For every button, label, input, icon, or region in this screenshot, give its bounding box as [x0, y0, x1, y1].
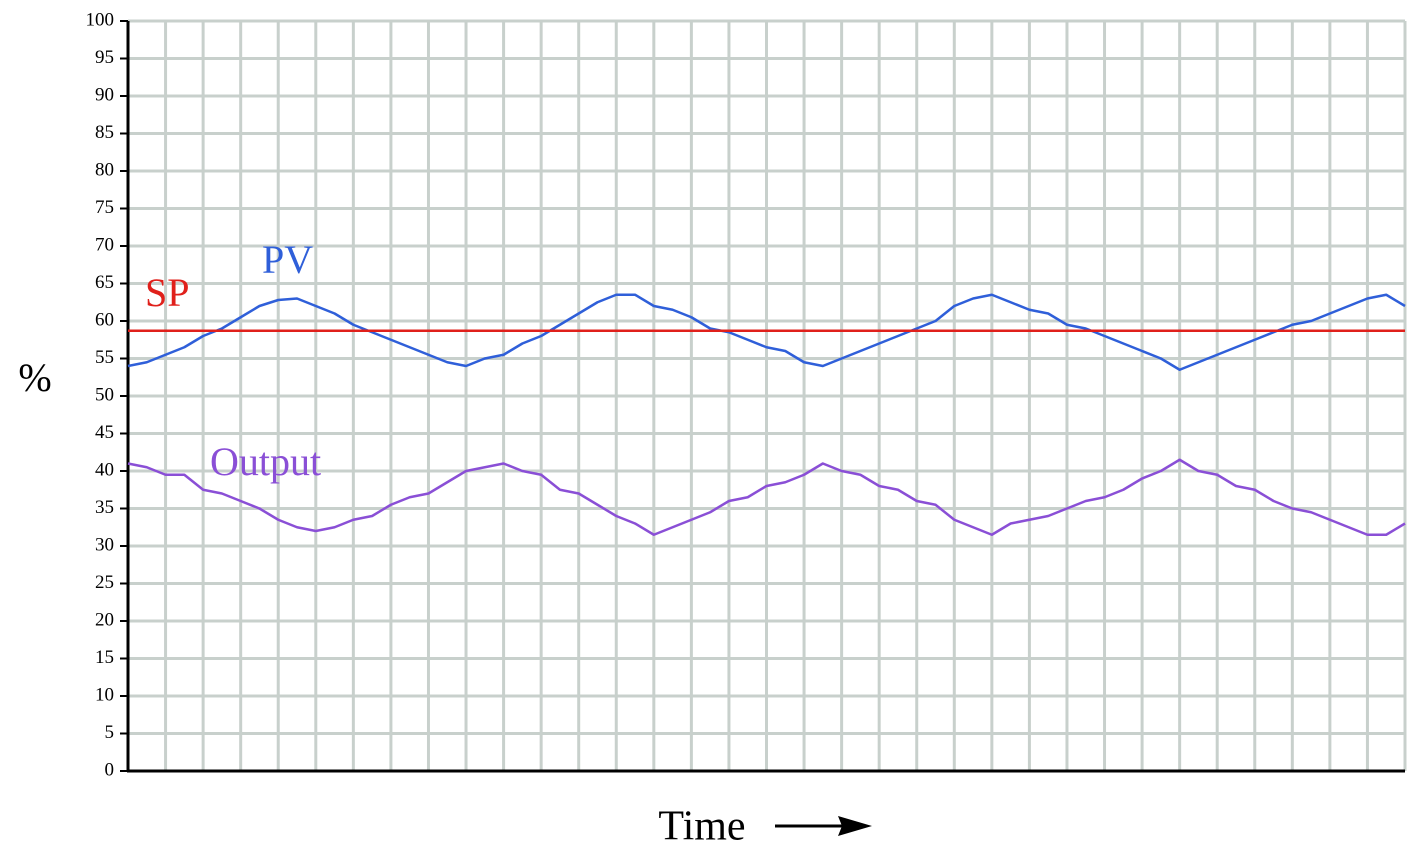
y-tick-label: 45	[95, 422, 114, 443]
y-tick-label: 100	[86, 9, 115, 30]
y-tick-label: 0	[105, 759, 115, 780]
y-tick-label: 20	[95, 609, 114, 630]
y-tick-label: 95	[95, 47, 114, 68]
y-tick-label: 40	[95, 459, 114, 480]
y-tick-label: 80	[95, 159, 114, 180]
series-line	[127, 458, 1406, 536]
y-tick-label: 90	[95, 84, 114, 105]
series-label: SP	[145, 270, 190, 315]
y-tick-label: 70	[95, 234, 114, 255]
y-tick-label: 15	[95, 647, 114, 668]
y-axis-label: %	[18, 355, 51, 400]
y-tick-label: 10	[95, 684, 114, 705]
y-tick-label: 85	[95, 122, 114, 143]
y-tick-label: 60	[95, 309, 114, 330]
y-tick-label: 5	[105, 722, 115, 743]
y-tick-label: 65	[95, 272, 114, 293]
series-line	[127, 293, 1406, 371]
series-label: Output	[210, 439, 321, 484]
y-tick-label: 75	[95, 197, 114, 218]
y-tick-label: 55	[95, 347, 114, 368]
series-label: PV	[262, 237, 313, 282]
y-tick-label: 35	[95, 497, 114, 518]
y-tick-label: 25	[95, 572, 114, 593]
y-tick-label: 50	[95, 384, 114, 405]
y-tick-label: 30	[95, 534, 114, 555]
time-arrow	[775, 816, 872, 836]
x-axis-label: Time	[658, 804, 745, 850]
